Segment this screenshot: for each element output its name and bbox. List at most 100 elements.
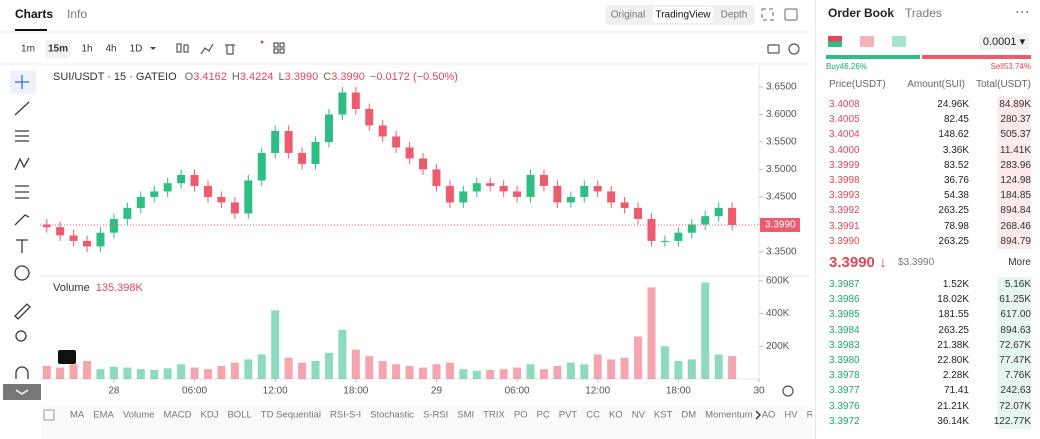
view-bids[interactable]: [892, 36, 906, 47]
emoji-tool[interactable]: [14, 265, 30, 281]
indicator[interactable]: Volume: [123, 410, 155, 421]
indicator[interactable]: PVT: [559, 410, 578, 421]
indicator[interactable]: MA: [70, 410, 85, 421]
view-mode[interactable]: Original: [611, 10, 645, 21]
volume-bar: [647, 287, 656, 379]
indicator[interactable]: DM: [681, 410, 696, 421]
projection-tool[interactable]: [15, 185, 29, 199]
volume-bar: [472, 370, 481, 379]
indicator[interactable]: EMA: [93, 410, 114, 421]
layout-icon[interactable]: [273, 48, 279, 54]
indicator[interactable]: KDJ: [201, 410, 219, 421]
x-tick-label: 06:00: [182, 386, 207, 397]
ratio-bar: [826, 55, 1031, 59]
tab-trades[interactable]: Trades: [905, 6, 942, 20]
indicator[interactable]: KST: [654, 410, 673, 421]
zoom-tool[interactable]: [15, 330, 27, 342]
candle-body: [459, 191, 468, 203]
indicator[interactable]: AO: [762, 410, 776, 421]
line-tool[interactable]: [14, 101, 30, 116]
indicator[interactable]: Momentum: [705, 410, 753, 421]
v-tick-label: 400K: [766, 308, 790, 319]
indicator[interactable]: PC: [537, 410, 550, 421]
sell-ratio: Sell53.74%: [990, 62, 1031, 71]
interval[interactable]: 4h: [105, 44, 116, 55]
settings-icon[interactable]: [782, 385, 794, 397]
volume-bar: [687, 359, 696, 379]
menu-dots[interactable]: ⋮: [1015, 5, 1031, 18]
indicator[interactable]: MACD: [164, 410, 192, 421]
bid-row: 3.3978 2.28K 7.76K: [826, 368, 1031, 384]
candle-icon[interactable]: [183, 44, 189, 53]
candle-body: [324, 114, 333, 142]
fullscreen-icon[interactable]: [761, 8, 774, 21]
interval[interactable]: 1D: [130, 44, 143, 55]
candle-body: [620, 202, 629, 208]
scroll-arrow[interactable]: [755, 410, 761, 420]
pattern-tool[interactable]: [14, 157, 30, 171]
candle-body: [177, 174, 186, 184]
volume-bar: [190, 367, 199, 379]
candle-body: [392, 136, 401, 148]
interval-selected: [45, 40, 71, 58]
brush-tool[interactable]: [14, 214, 30, 226]
cell: 22.80K: [937, 355, 969, 366]
dropdown-caret[interactable]: [150, 47, 156, 50]
fib-tool[interactable]: [15, 130, 29, 142]
indicator[interactable]: RSI-S-I: [330, 410, 361, 421]
camera-icon[interactable]: [767, 44, 780, 54]
layout-icon[interactable]: [279, 48, 285, 54]
buy-ratio: Buy46.26%: [826, 62, 867, 71]
volume-bar: [539, 369, 548, 379]
view-mode[interactable]: TradingView: [655, 10, 711, 21]
layout-icon[interactable]: [273, 42, 279, 48]
cell: 3.3985: [829, 309, 860, 321]
settings-icon[interactable]: [788, 43, 800, 55]
indicator[interactable]: TRIX: [483, 410, 505, 421]
volume-bar: [284, 357, 293, 379]
precision-select[interactable]: 0.0001 ▾: [979, 34, 1029, 50]
view-both[interactable]: [828, 36, 842, 47]
ask-row: 3.4004 148.62 505.37: [826, 127, 1031, 143]
indicator[interactable]: S-RSI: [423, 410, 448, 421]
cell: 3.36K: [942, 144, 969, 156]
candle-body: [728, 207, 737, 225]
indicator[interactable]: PO: [514, 410, 528, 421]
window-icon[interactable]: [784, 8, 798, 21]
indicator[interactable]: CC: [586, 410, 600, 421]
collapse-button[interactable]: [3, 384, 41, 400]
more-link[interactable]: More: [1008, 257, 1031, 268]
view-asks[interactable]: [860, 36, 874, 47]
indicator[interactable]: HV: [784, 410, 798, 421]
indicator[interactable]: Rate: [807, 410, 812, 421]
volume-legend: Volume 135.398K: [53, 282, 143, 294]
magnet-tool[interactable]: [15, 366, 29, 379]
indicator[interactable]: SMI: [457, 410, 474, 421]
candle-body: [96, 232, 105, 247]
ruler-tool[interactable]: [14, 303, 31, 320]
interval[interactable]: 15m: [48, 44, 68, 55]
tab[interactable]: Info: [67, 7, 87, 21]
cell: 3.3998: [829, 175, 860, 186]
indicator[interactable]: Stochastic: [370, 410, 414, 421]
indicator[interactable]: BOLL: [227, 410, 251, 421]
cell: 268.46: [1000, 220, 1031, 232]
legend-label: C: [323, 71, 331, 83]
view-mode[interactable]: Depth: [721, 10, 748, 21]
indicator[interactable]: TD Sequential: [261, 410, 321, 421]
candle-body: [217, 196, 226, 203]
indicator[interactable]: NV: [632, 410, 646, 421]
tab-order-book[interactable]: Order Book: [828, 6, 895, 20]
indicator-icon[interactable]: [200, 43, 214, 55]
interval[interactable]: 1m: [21, 44, 35, 55]
interval[interactable]: 1h: [81, 44, 92, 55]
layout-icon[interactable]: [279, 42, 285, 48]
crosshair-tool[interactable]: [15, 75, 29, 89]
text-tool[interactable]: [16, 239, 28, 253]
tab[interactable]: Charts: [15, 7, 53, 21]
v-tick-label: 600K: [766, 276, 790, 287]
trash-icon[interactable]: [225, 44, 235, 55]
indicator[interactable]: KO: [609, 410, 623, 421]
candle-icon[interactable]: [176, 43, 182, 53]
volume-bar: [580, 364, 589, 379]
